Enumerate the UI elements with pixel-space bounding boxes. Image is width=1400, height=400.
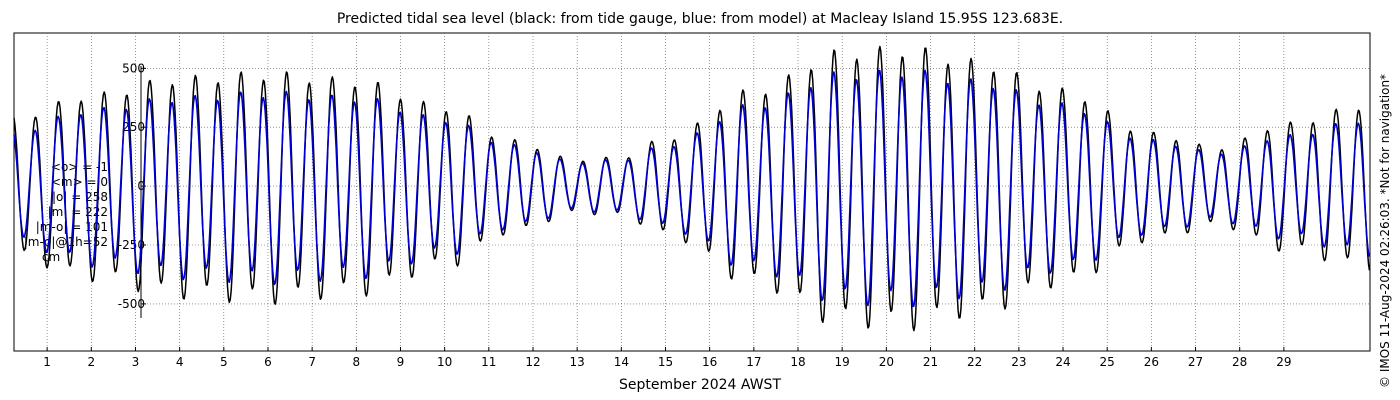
x-tick-label: 10 [437,355,452,369]
x-tick-label: 24 [1055,355,1070,369]
tick-layer: 1 2 3 4 5 6 7 8 9 10 11 12 13 14 15 16 17 18 19 20 21 22 23 24 2… [43,61,1291,369]
x-tick-label: 14 [614,355,629,369]
x-tick-label: 5 [220,355,228,369]
x-axis-label: September 2024 AWST [618,377,781,393]
x-tick-label: 19 [835,355,850,369]
x-tick-label: 11 [481,355,496,369]
x-tick-label: 18 [790,355,805,369]
grid-layer [46,33,1370,351]
y-tick-label: -500 [118,297,145,311]
y-tick-label: 250 [122,120,145,134]
x-tick-label: 17 [746,355,761,369]
x-tick-label: 16 [702,355,717,369]
stat-abs-diff: |m-o| = 101 [35,220,108,234]
series-line-model [13,69,1371,308]
x-tick-label: 8 [352,355,360,369]
chart-title: Predicted tidal sea level (black: from t… [336,11,1064,27]
x-tick-label: 9 [397,355,405,369]
x-tick-label: 20 [879,355,894,369]
x-tick-label: 4 [176,355,184,369]
stat-abs-model: |m| = 222 [47,205,108,219]
plot-frame [13,32,1371,352]
x-tick-label: 23 [1011,355,1026,369]
stat-unit: cm [41,250,61,264]
stat-mean-model: <m> = 0 [50,175,108,189]
x-tick-label: 29 [1276,355,1291,369]
y-tick-label: 500 [122,61,145,75]
x-tick-label: 26 [1144,355,1159,369]
stat-abs-obs: |o| = 258 [51,190,108,204]
x-tick-label: 28 [1232,355,1247,369]
y-tick-label: 0 [137,179,145,193]
x-tick-label: 13 [570,355,585,369]
x-tick-label: 6 [264,355,272,369]
x-tick-label: 1 [43,355,51,369]
x-tick-label: 22 [967,355,982,369]
x-tick-label: 12 [525,355,540,369]
copyright-note: © IMOS 11-Aug-2024 02:26:03. *Not for na… [1378,73,1392,388]
x-tick-label: 2 [87,355,95,369]
x-tick-label: 3 [132,355,140,369]
x-tick-label: 25 [1100,355,1115,369]
x-tick-label: 7 [308,355,316,369]
x-tick-label: 15 [658,355,673,369]
series-layer [13,45,1371,332]
x-tick-label: 27 [1188,355,1203,369]
y-tick-label: -250 [118,238,145,252]
x-tick-label: 21 [923,355,938,369]
stat-mean-obs: <o> = -1 [50,160,108,174]
